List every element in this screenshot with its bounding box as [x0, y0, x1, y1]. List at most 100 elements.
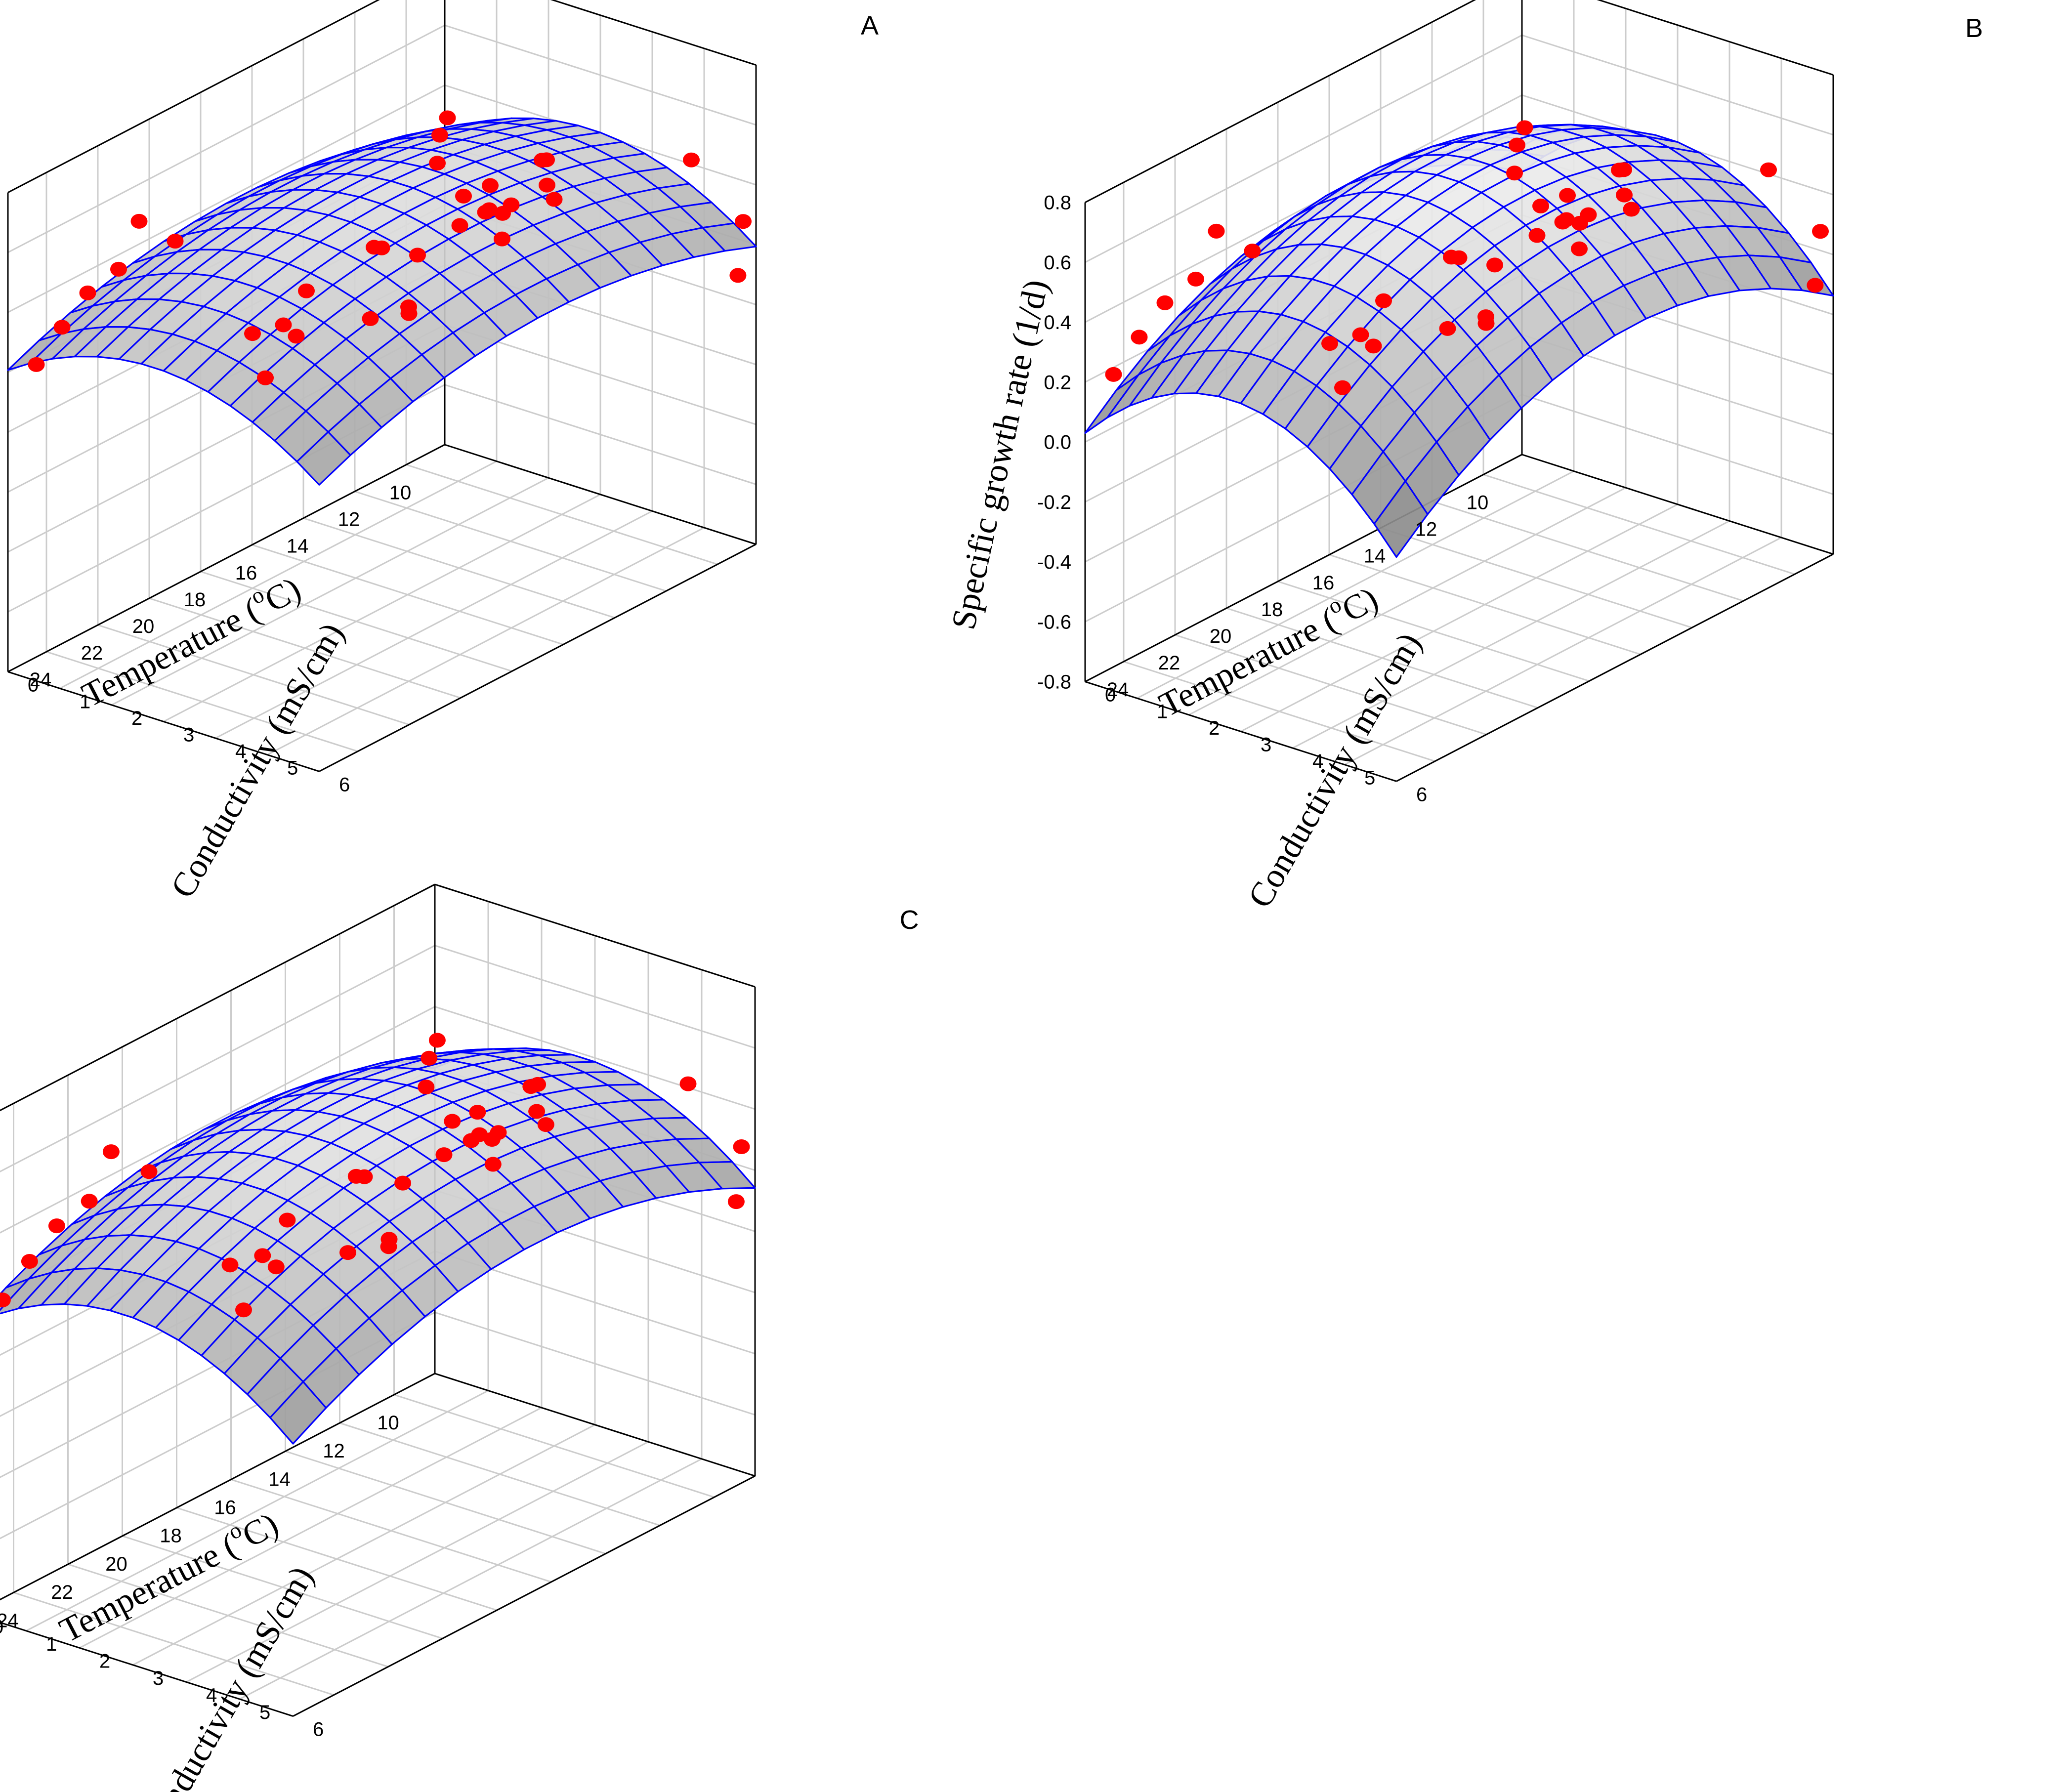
y-tick-label: 1	[1157, 701, 1168, 722]
fitted-surface	[0, 1047, 756, 1445]
x-axis-title: Temperature (oC)	[74, 566, 307, 715]
surface-cell	[269, 1381, 327, 1445]
axis-line	[1597, 0, 1834, 76]
z-tick-label: 0.8	[1044, 192, 1071, 214]
data-point	[431, 127, 448, 143]
z-tick-label: -0.4	[1037, 551, 1071, 573]
data-point	[1623, 202, 1640, 217]
data-point	[444, 1114, 461, 1129]
y-tick-label: 6	[313, 1719, 324, 1741]
data-point	[140, 1164, 158, 1179]
x-tick-label: 24	[0, 1610, 19, 1631]
data-point	[1477, 309, 1494, 325]
data-point	[1365, 338, 1382, 354]
y-tick-label: 5	[259, 1702, 270, 1723]
z-tick-label: 0.4	[1044, 312, 1071, 333]
data-point	[439, 110, 456, 125]
z-tick-label: -0.8	[1037, 671, 1071, 693]
data-point	[1450, 250, 1468, 265]
x-axis-title-main: Temperature (	[1153, 601, 1344, 724]
data-point	[494, 206, 511, 221]
panel-letter: A	[861, 11, 879, 41]
x-axis-title: Temperature (oC)	[1151, 576, 1384, 725]
data-point	[528, 1104, 546, 1119]
data-point	[102, 1144, 120, 1160]
data-point	[1208, 223, 1225, 239]
chart-panel-b: -0.8-0.6-0.4-0.20.00.20.40.60.8242220181…	[944, 0, 1983, 914]
axis-line	[0, 1622, 294, 1717]
y-tick-label: 6	[339, 774, 350, 795]
x-tick-label: 16	[214, 1497, 236, 1519]
axis-line	[434, 883, 756, 988]
y-tick-label: 1	[80, 691, 90, 712]
data-point	[79, 285, 96, 300]
z-axis-title: Specific growth rate (1/d)	[944, 276, 1055, 632]
data-point	[1334, 380, 1351, 395]
axis-line	[550, 0, 757, 66]
tick-labels: -0.8-0.6-0.4-0.20.00.20.40.60.8242220181…	[0, 1412, 399, 1741]
chart-panel-a: -0.8-0.6-0.4-0.20.00.20.40.60.8242220181…	[7, 0, 879, 904]
data-point	[484, 1157, 502, 1172]
axis-line	[1085, 454, 1522, 683]
x-tick-label: 14	[1364, 545, 1386, 567]
data-point	[394, 1175, 412, 1191]
data-point	[1532, 198, 1549, 213]
x-tick-label: 22	[1158, 652, 1180, 674]
y-tick-label: 5	[1364, 767, 1375, 789]
data-point	[267, 1259, 285, 1275]
data-point	[221, 1257, 239, 1273]
axis-line	[293, 1475, 756, 1717]
y-tick-label: 5	[287, 757, 298, 779]
y-tick-label: 2	[99, 1650, 110, 1672]
data-point	[1615, 162, 1632, 177]
y-tick-label: 0	[0, 1616, 3, 1638]
data-point	[373, 240, 390, 255]
fitted-surface	[7, 117, 757, 486]
panel-letter: C	[900, 905, 919, 935]
data-point	[539, 177, 555, 193]
x-tick-label: 10	[377, 1412, 399, 1434]
data-point	[421, 1050, 438, 1066]
axis-line	[7, 671, 320, 772]
axis-line	[0, 1373, 435, 1601]
y-tick-label: 4	[235, 741, 246, 762]
data-point	[409, 248, 426, 263]
data-point	[435, 1147, 453, 1163]
data-point	[1807, 278, 1824, 293]
axis-line	[1521, 454, 1834, 555]
data-point	[455, 188, 472, 204]
data-point	[275, 317, 292, 333]
chart-panel-c: -0.8-0.6-0.4-0.20.00.20.40.60.8242220181…	[0, 883, 919, 1792]
axis-line	[434, 1373, 756, 1477]
data-point	[683, 152, 700, 167]
data-point	[1352, 327, 1369, 342]
data-point	[418, 1080, 435, 1095]
data-point	[1486, 257, 1503, 273]
data-point	[538, 152, 555, 167]
data-points	[1105, 120, 1829, 395]
x-tick-label: 16	[1312, 572, 1335, 594]
data-point	[48, 1218, 65, 1234]
x-tick-label: 24	[30, 669, 52, 691]
data-point	[481, 202, 498, 217]
axis-line	[1085, 0, 1476, 204]
tick-labels: -0.8-0.6-0.4-0.20.00.20.40.60.8242220181…	[1037, 192, 1488, 806]
y-tick-label: 6	[1416, 784, 1427, 805]
panel-letter: B	[1965, 13, 1983, 43]
data-point	[254, 1248, 271, 1263]
y-tick-label: 1	[46, 1633, 57, 1655]
x-tick-label: 14	[287, 536, 309, 557]
y-tick-label: 3	[1261, 734, 1271, 755]
data-point	[81, 1194, 98, 1209]
x-tick-label: 20	[132, 616, 155, 637]
x-tick-label: 18	[1261, 599, 1283, 621]
z-tick-label: 0.2	[1044, 372, 1071, 393]
data-point	[1509, 137, 1525, 153]
x-tick-label: 22	[81, 642, 103, 664]
data-point	[729, 268, 747, 283]
data-point	[469, 1105, 486, 1120]
z-tick-label: -0.6	[1037, 611, 1071, 633]
data-points	[28, 110, 752, 385]
data-point	[130, 213, 148, 229]
